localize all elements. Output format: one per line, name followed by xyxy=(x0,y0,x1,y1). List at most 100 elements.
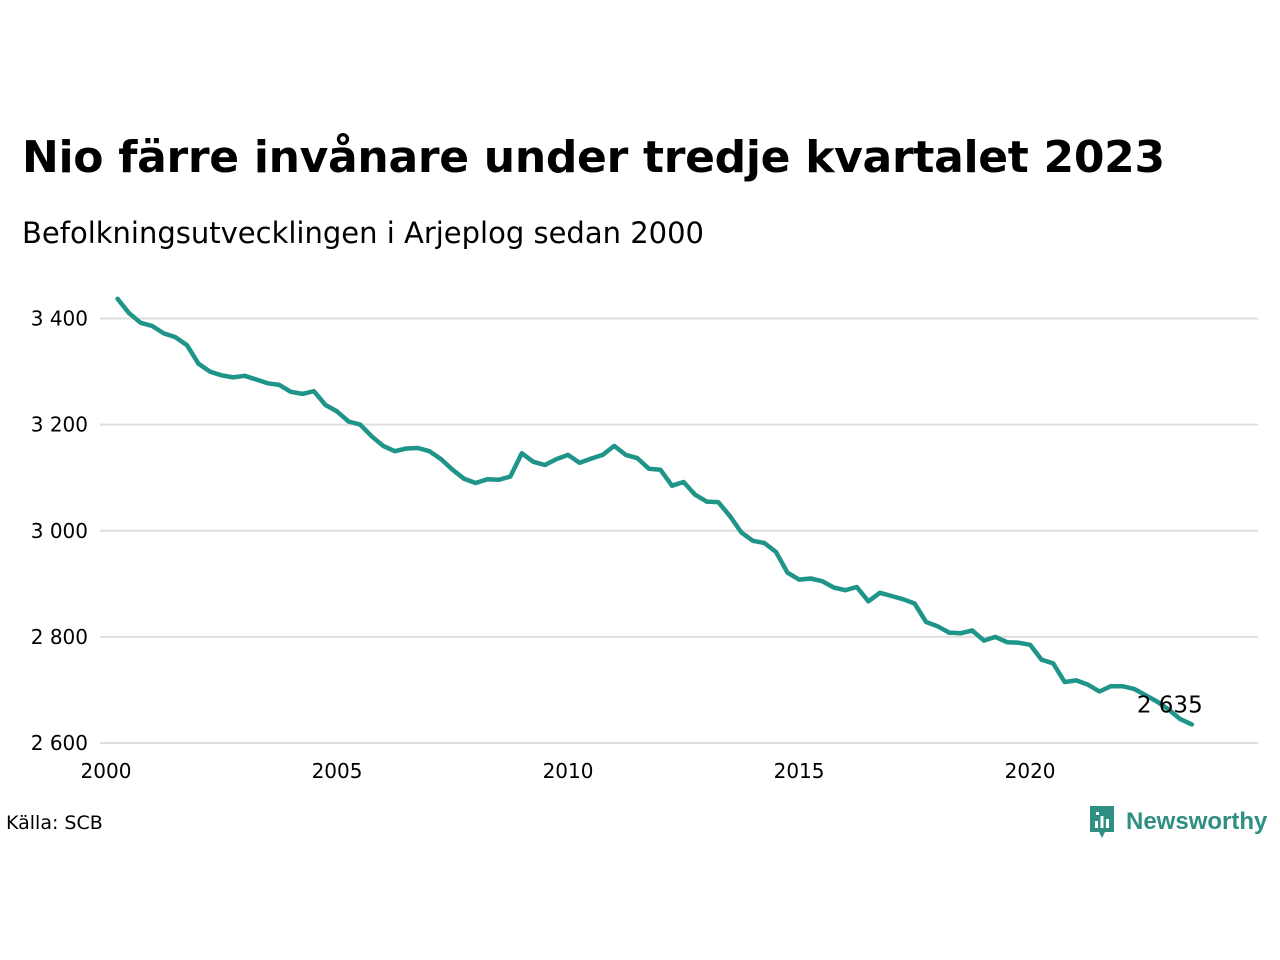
data-point xyxy=(566,452,570,457)
data-points xyxy=(115,296,1194,727)
data-point xyxy=(924,620,929,624)
data-point xyxy=(404,446,409,451)
data-point xyxy=(981,638,986,643)
data-point xyxy=(300,391,305,396)
data-point xyxy=(623,452,628,457)
data-point xyxy=(808,576,813,581)
data-point xyxy=(208,369,212,374)
data-point xyxy=(797,577,802,582)
data-point xyxy=(508,474,513,479)
data-point xyxy=(658,467,663,472)
data-point xyxy=(704,499,709,504)
data-point xyxy=(935,624,940,629)
data-point xyxy=(843,588,848,593)
data-point xyxy=(219,373,224,378)
y-tick-label: 3 200 xyxy=(31,413,88,437)
data-point xyxy=(589,456,594,461)
data-point xyxy=(1178,717,1183,722)
population-line xyxy=(115,296,1195,727)
data-point xyxy=(716,500,721,505)
data-point xyxy=(427,449,432,454)
brand-logo: Newsworthy xyxy=(1088,804,1267,840)
data-point xyxy=(970,628,975,633)
data-point xyxy=(693,492,698,497)
data-point xyxy=(392,449,397,454)
data-point xyxy=(1005,640,1009,645)
data-point xyxy=(496,477,501,482)
data-point xyxy=(196,361,201,366)
data-point xyxy=(1132,686,1136,691)
data-point xyxy=(866,599,871,604)
data-point xyxy=(958,631,963,636)
data-point xyxy=(577,460,582,465)
data-point xyxy=(462,476,467,481)
data-point xyxy=(439,457,443,462)
data-point xyxy=(612,443,617,448)
data-point xyxy=(415,446,420,450)
chart-title: Nio färre invånare under tredje kvartale… xyxy=(22,132,1165,183)
data-point xyxy=(739,530,744,535)
data-point xyxy=(1051,661,1056,666)
data-point xyxy=(554,457,559,462)
data-point xyxy=(265,381,270,386)
data-point xyxy=(138,320,143,325)
data-point xyxy=(288,389,293,394)
data-point xyxy=(820,579,825,584)
data-point xyxy=(646,466,651,471)
data-point xyxy=(681,480,686,484)
data-point xyxy=(1039,657,1044,662)
x-tick-label: 2005 xyxy=(312,759,363,783)
data-point xyxy=(254,377,259,382)
data-point xyxy=(346,419,351,424)
data-point xyxy=(473,481,478,485)
x-tick-label: 2015 xyxy=(774,759,825,783)
data-point xyxy=(947,630,952,635)
data-point xyxy=(150,324,155,328)
data-point xyxy=(1097,689,1102,694)
data-point xyxy=(1189,722,1194,727)
data-point xyxy=(323,403,328,407)
data-point xyxy=(1166,707,1171,712)
data-point xyxy=(912,601,917,606)
y-tick-label: 2 800 xyxy=(31,625,88,649)
data-point xyxy=(1085,682,1090,687)
newsworthy-logo-icon xyxy=(1090,806,1114,838)
data-point xyxy=(1143,693,1148,698)
data-point xyxy=(369,434,374,439)
data-point xyxy=(1016,640,1021,645)
data-point xyxy=(854,585,859,589)
brand-name: Newsworthy xyxy=(1126,808,1268,835)
y-axis-labels: 2 600 2 800 3 000 3 200 3 400 xyxy=(31,307,88,755)
x-tick-label: 2010 xyxy=(543,759,594,783)
data-point xyxy=(542,463,547,467)
data-point xyxy=(450,467,455,472)
data-point xyxy=(750,538,755,543)
data-point xyxy=(531,459,536,464)
data-point xyxy=(889,594,894,598)
data-point xyxy=(727,513,732,518)
y-tick-label: 2 600 xyxy=(31,731,88,755)
data-point xyxy=(242,373,247,378)
data-point xyxy=(127,311,132,316)
data-point xyxy=(993,634,998,639)
data-point xyxy=(184,343,189,348)
data-point xyxy=(774,550,778,554)
data-point xyxy=(785,570,790,575)
data-point xyxy=(231,375,236,380)
data-point xyxy=(173,335,178,340)
data-point xyxy=(311,389,316,394)
end-value-label: 2 635 xyxy=(1137,692,1203,718)
data-point xyxy=(381,443,386,448)
data-point xyxy=(762,541,767,545)
data-point xyxy=(831,585,836,590)
x-tick-label: 2000 xyxy=(81,759,132,783)
y-tick-label: 3 000 xyxy=(31,519,88,543)
data-point xyxy=(877,590,882,595)
data-point xyxy=(1074,678,1079,683)
grid-layer xyxy=(100,317,1258,744)
chart-subtitle: Befolkningsutvecklingen i Arjeplog sedan… xyxy=(22,216,705,250)
data-point xyxy=(335,409,339,414)
data-point xyxy=(1120,684,1125,689)
x-axis-labels: 2000 2005 2010 2015 2020 xyxy=(81,759,1056,783)
